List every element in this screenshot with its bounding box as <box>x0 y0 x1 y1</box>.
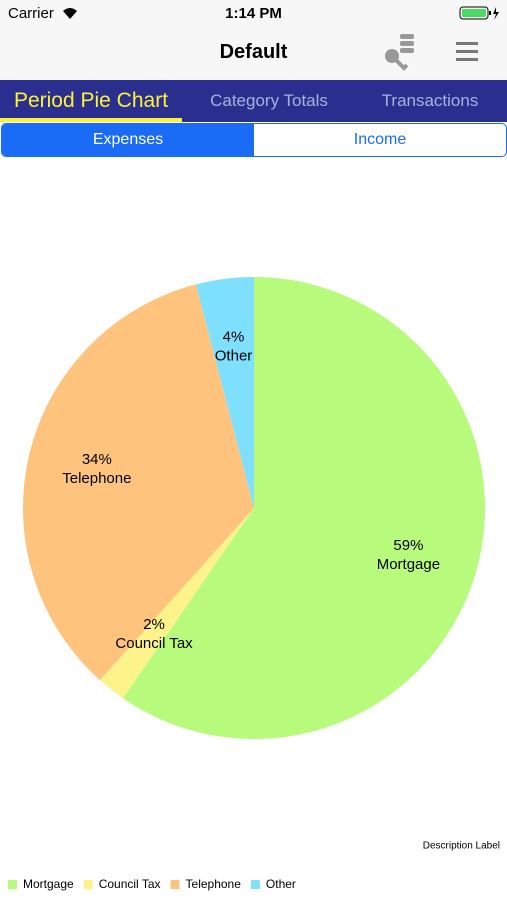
slice-category-label: Council Tax <box>115 635 193 652</box>
slice-category-label: Other <box>215 348 253 365</box>
legend-swatch <box>83 880 93 889</box>
description-label: Description Label <box>423 841 500 852</box>
pie-slice <box>22 284 255 681</box>
legend-label: Telephone <box>186 877 242 891</box>
slice-value-label: 59% <box>393 537 423 554</box>
tab[interactable]: Transactions <box>381 91 479 110</box>
segment[interactable]: Expenses <box>2 124 254 156</box>
status-bar: Carrier 1:14 PM <box>0 0 507 28</box>
wifi-icon <box>63 8 77 19</box>
legend-label: Other <box>266 877 296 891</box>
legend-swatch <box>8 880 17 889</box>
chart: Description Label 59% Mortgage 2% Council T… <box>8 277 500 891</box>
pie-slice <box>123 277 486 739</box>
nav-title: Default <box>219 41 288 63</box>
tab[interactable]: Period Pie Chart <box>13 89 169 112</box>
legend-label: Council Tax <box>99 877 161 891</box>
pie-slice <box>195 277 254 508</box>
nav-bar: Default <box>0 28 507 80</box>
key-icon[interactable] <box>378 32 418 72</box>
legend-label: Mortgage <box>23 877 74 891</box>
pie-slice <box>99 508 254 699</box>
segment[interactable]: Income <box>353 131 407 148</box>
slice-value-label: 4% <box>223 329 245 346</box>
tab-indicator <box>0 118 182 122</box>
tab[interactable]: Category Totals <box>210 91 328 110</box>
slice-value-label: 34% <box>82 451 112 468</box>
slice-category-label: Mortgage <box>377 556 440 573</box>
time: 1:14 PM <box>225 5 282 22</box>
menu-icon[interactable] <box>456 40 480 62</box>
segmented-control: Expenses Income <box>1 123 507 157</box>
legend-swatch <box>170 880 180 889</box>
slice-value-label: 2% <box>143 616 165 633</box>
slice-category-label: Telephone <box>62 470 131 487</box>
tab-bar: Period Pie Chart Category Totals Transac… <box>0 80 507 122</box>
carrier: Carrier <box>8 5 54 22</box>
legend-swatch <box>250 880 260 889</box>
battery-icon <box>459 6 499 20</box>
